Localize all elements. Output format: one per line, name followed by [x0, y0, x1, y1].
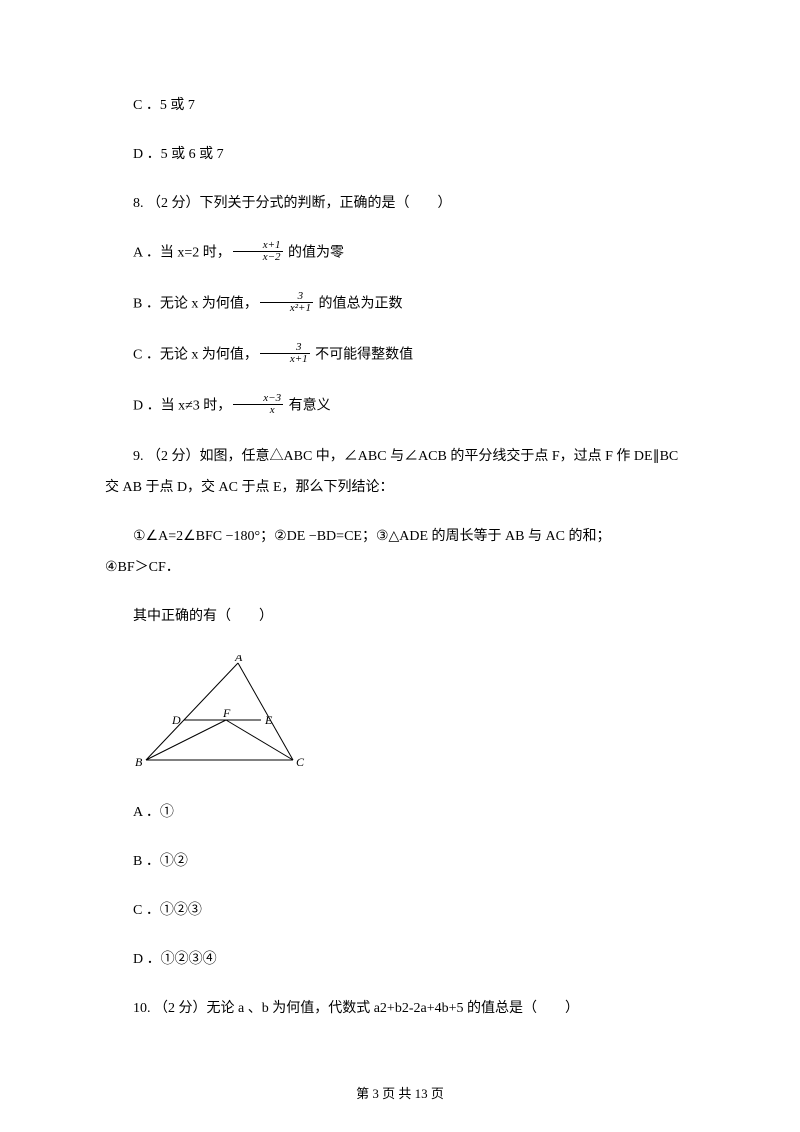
page-content: C ．5 或 7 D ．5 或 6 或 7 8. （2 分）下列关于分式的判断，…	[0, 0, 800, 1087]
q10-stem: 10. （2 分）无论 a 、b 为何值，代数式 a2+b2-2a+4b+5 的…	[105, 998, 695, 1019]
q8-b-post: 的值总为正数	[315, 297, 403, 312]
q8-d-den: x	[233, 405, 283, 416]
q8-b-den: x²+1	[260, 303, 313, 314]
q8-c-den: x+1	[260, 354, 310, 365]
q8-c-pre: C ．无论 x 为何值，	[133, 348, 258, 363]
q8-a-pre: A ．当 x=2 时，	[133, 246, 231, 261]
svg-text:A: A	[234, 655, 243, 664]
page-footer: 第 3 页 共 13 页	[0, 1083, 800, 1102]
q8-option-c: C ．无论 x 为何值，3x+1 不可能得整数值	[105, 344, 695, 367]
q9-ask: 其中正确的有（ ）	[105, 606, 695, 627]
q9-option-a: A ．①	[105, 802, 695, 823]
svg-text:F: F	[222, 706, 231, 720]
q9-option-d: D ．①②③④	[105, 949, 695, 970]
q9-stem-line1: 9. （2 分）如图，任意△ABC 中，∠ABC 与∠ACB 的平分线交于点 F…	[105, 446, 695, 467]
q9-option-b: B ．①②	[105, 851, 695, 872]
q8-a-fraction: x+1x−2	[233, 240, 283, 263]
q9-triangle-diagram: A B C D E F	[133, 655, 695, 782]
triangle-svg: A B C D E F	[133, 655, 308, 775]
svg-text:E: E	[264, 713, 273, 727]
q8-c-fraction: 3x+1	[260, 342, 310, 365]
svg-text:C: C	[296, 755, 305, 769]
q8-c-post: 不可能得整数值	[312, 348, 414, 363]
q8-d-post: 有意义	[285, 399, 331, 414]
q7-option-d: D ．5 或 6 或 7	[105, 144, 695, 165]
q8-d-fraction: x−3x	[233, 393, 283, 416]
q8-a-den: x−2	[233, 252, 283, 263]
q8-a-post: 的值为零	[285, 246, 345, 261]
svg-text:D: D	[171, 713, 181, 727]
q8-b-fraction: 3x²+1	[260, 291, 313, 314]
q8-stem: 8. （2 分）下列关于分式的判断，正确的是（ ）	[105, 193, 695, 214]
svg-text:B: B	[135, 755, 143, 769]
q9-option-c: C ．①②③	[105, 900, 695, 921]
q8-option-d: D ．当 x≠3 时，x−3x 有意义	[105, 395, 695, 418]
q9-stem-line2: 交 AB 于点 D，交 AC 于点 E，那么下列结论：	[105, 477, 695, 498]
q9-statements-line1: ①∠A=2∠BFC −180°；②DE −BD=CE；③△ADE 的周长等于 A…	[105, 526, 695, 547]
q8-option-b: B ．无论 x 为何值，3x²+1 的值总为正数	[105, 293, 695, 316]
q8-d-pre: D ．当 x≠3 时，	[133, 399, 231, 414]
q8-d-num: x−3	[233, 393, 283, 405]
q9-statements-line2: ④BF＞CF．	[105, 557, 695, 578]
q8-b-pre: B ．无论 x 为何值，	[133, 297, 258, 312]
q8-option-a: A ．当 x=2 时，x+1x−2 的值为零	[105, 242, 695, 265]
q7-option-c: C ．5 或 7	[105, 95, 695, 116]
